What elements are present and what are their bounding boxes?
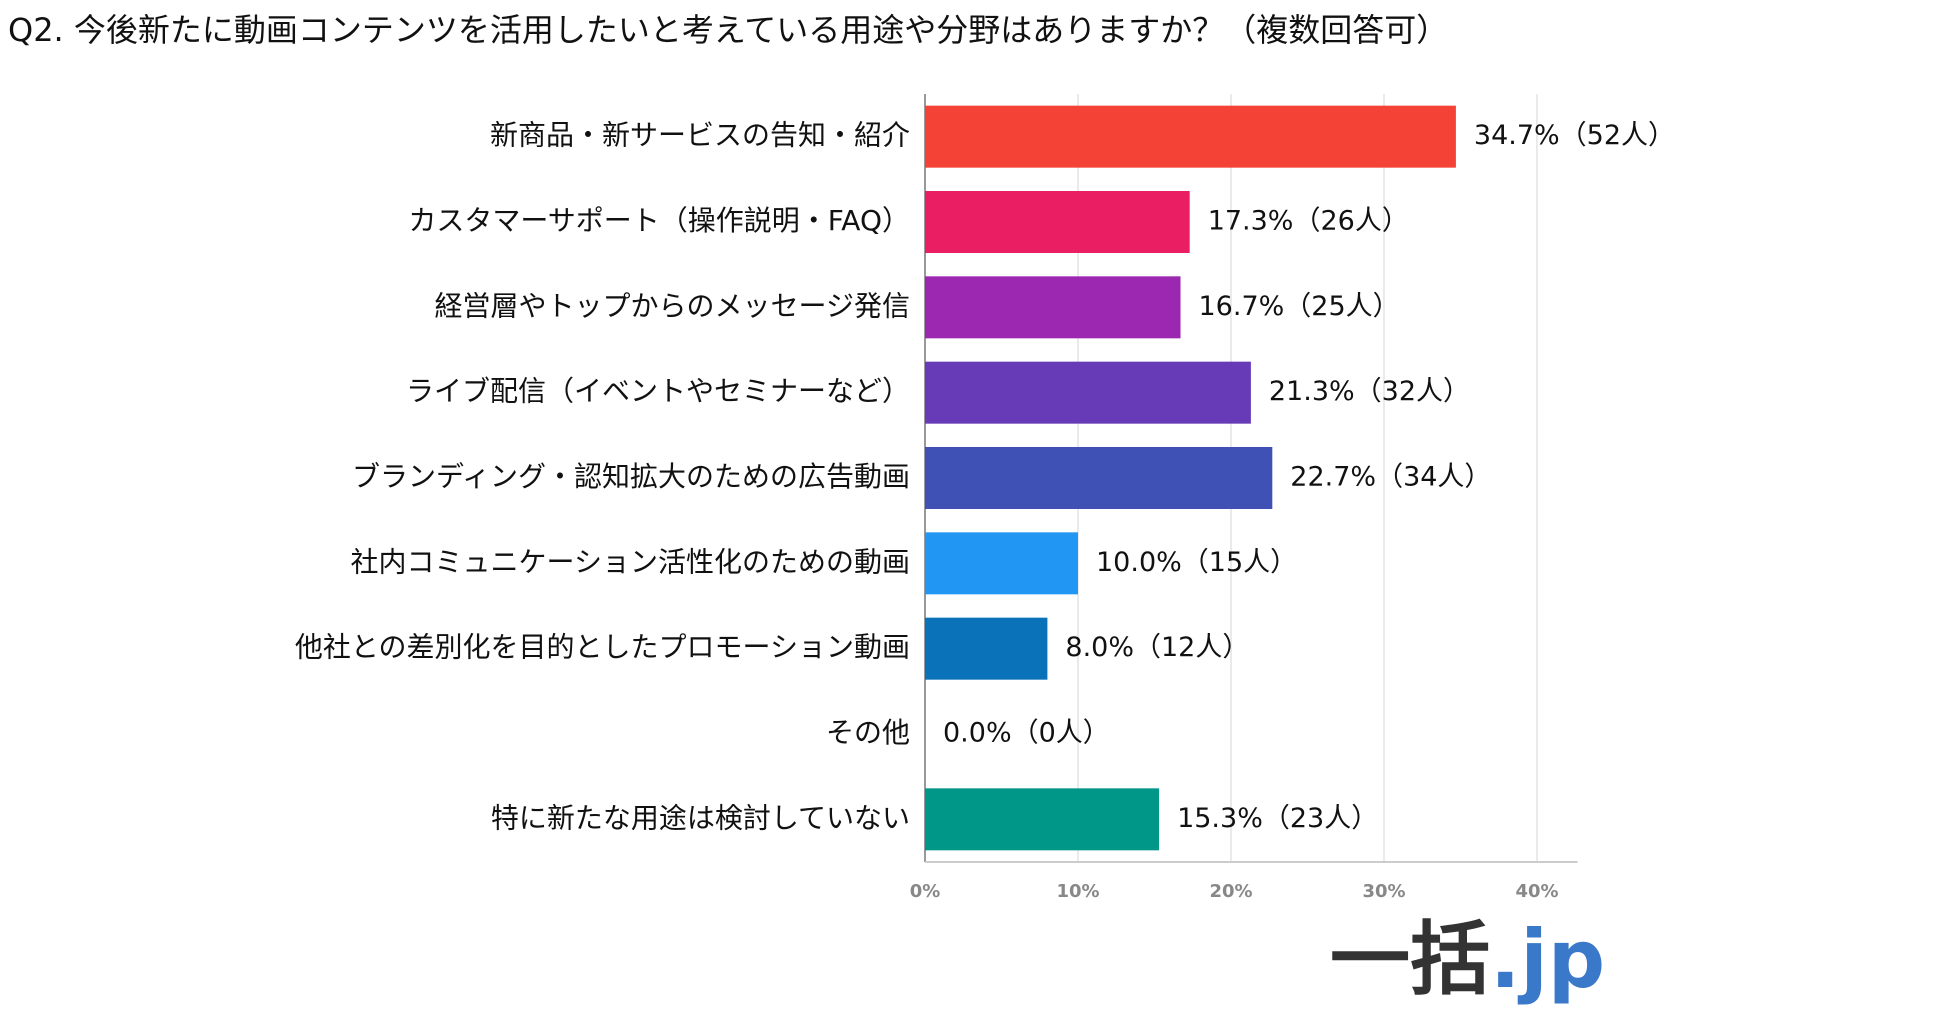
logo: 一括.jp [1330, 913, 1605, 1006]
data-label: 21.3%（32人） [1269, 376, 1470, 407]
data-label: 10.0%（15人） [1096, 547, 1297, 578]
bar [925, 532, 1078, 595]
chart-title: Q2. 今後新たに動画コンテンツを活用したいと考えている用途や分野はありますか？… [8, 11, 1448, 49]
y-tick-label: その他 [826, 716, 910, 749]
bar [925, 105, 1456, 168]
data-label: 8.0%（12人） [1065, 632, 1249, 663]
bar [925, 788, 1160, 851]
data-label: 15.3%（23人） [1177, 803, 1378, 834]
logo-main: 一括 [1330, 913, 1490, 1006]
y-tick-label: ブランディング・認知拡大のための広告動画 [352, 460, 910, 493]
bar [925, 617, 1048, 680]
x-tick-label: 30% [1362, 881, 1405, 902]
x-tick-label: 20% [1209, 881, 1252, 902]
x-tick-label: 0% [910, 881, 941, 902]
data-label: 16.7%（25人） [1199, 291, 1400, 322]
y-tick-label: 他社との差別化を目的としたプロモーション動画 [295, 631, 910, 664]
y-tick-label: 社内コミュニケーション活性化のための動画 [351, 545, 910, 578]
bar [925, 447, 1273, 509]
data-label: 22.7%（34人） [1290, 462, 1491, 493]
bar [925, 361, 1251, 424]
y-tick-label: 特に新たな用途は検討していない [491, 801, 910, 834]
y-tick-label: 新商品・新サービスの告知・紹介 [490, 119, 910, 152]
x-tick-label: 40% [1515, 881, 1558, 902]
y-tick-label: 経営層やトップからのメッセージ発信 [435, 289, 910, 322]
x-tick-label: 10% [1056, 881, 1099, 902]
logo-suffix: .jp [1490, 913, 1605, 1006]
data-label: 17.3%（26人） [1208, 206, 1409, 237]
bar [925, 276, 1181, 339]
data-label: 0.0%（0人） [943, 718, 1110, 749]
bar [925, 191, 1190, 253]
data-label: 34.7%（52人） [1474, 120, 1675, 151]
y-tick-label: カスタマーサポート（操作説明・FAQ） [408, 204, 910, 237]
y-tick-label: ライブ配信（イベントやセミナーなど） [406, 375, 910, 408]
